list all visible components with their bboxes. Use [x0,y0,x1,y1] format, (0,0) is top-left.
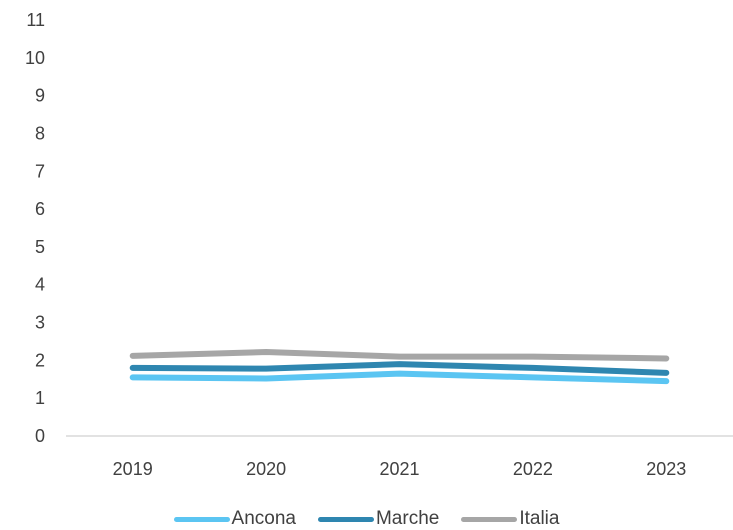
legend-item-italia: Italia [461,508,559,530]
x-tick-label: 2019 [113,459,153,479]
legend-label: Ancona [231,508,296,529]
y-tick-label: 3 [35,313,45,333]
y-tick-label: 5 [35,237,45,257]
x-axis-tick-labels: 2019 2020 2021 2022 2023 [113,459,687,479]
series-line-marche [129,361,670,376]
legend-swatch [173,516,230,522]
legend-swatch [461,516,518,522]
y-tick-label: 6 [35,199,45,219]
chart-legend: Ancona Marche Italia [0,508,733,530]
y-tick-label: 4 [35,275,45,295]
legend-item-ancona: Ancona [173,508,296,530]
x-tick-label: 2020 [246,459,286,479]
legend-swatch [317,516,374,522]
legend-label: Marche [375,508,440,529]
y-tick-label: 10 [25,48,45,68]
series-lines [129,349,670,385]
y-tick-label: 9 [35,86,45,106]
x-tick-label: 2022 [513,459,553,479]
y-tick-label: 11 [26,10,45,30]
y-tick-label: 8 [35,123,45,143]
legend-label: Italia [519,508,560,529]
y-tick-label: 0 [35,426,45,446]
y-tick-label: 2 [35,350,45,370]
y-tick-label: 7 [35,161,45,181]
series-line-italia [129,349,670,362]
line-chart: 0 1 2 3 4 5 6 7 8 9 10 11 2019 2020 2021 2022 2023 [25,10,733,479]
x-tick-label: 2023 [646,459,686,479]
legend-item-marche: Marche [317,508,440,530]
y-axis-tick-labels: 0 1 2 3 4 5 6 7 8 9 10 11 [25,10,45,446]
x-tick-label: 2021 [379,459,419,479]
y-tick-label: 1 [35,388,45,408]
series-line-ancona [129,370,670,385]
